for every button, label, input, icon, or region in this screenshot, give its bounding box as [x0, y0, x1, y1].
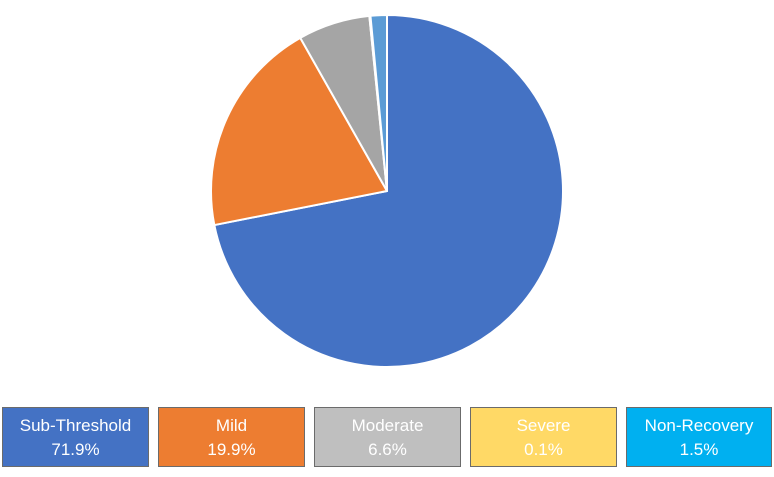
legend-value: 6.6% — [368, 440, 407, 459]
pie-slice-non-recovery — [369, 13, 388, 192]
pie-slice-sub-threshold — [213, 14, 565, 368]
legend-label: Mild — [215, 416, 248, 435]
legend-item-non-recovery: Non-Recovery 1.5% — [626, 407, 772, 467]
legend-label: Sub-Threshold — [19, 416, 132, 435]
legend-value: 71.9% — [51, 440, 100, 459]
legend-item-moderate: Moderate 6.6% — [314, 407, 461, 467]
legend-item-mild: Mild 19.9% — [158, 407, 305, 467]
pie-chart — [210, 13, 565, 368]
legend-item-sub-threshold: Sub-Threshold 71.9% — [2, 407, 149, 467]
legend-label: Non-Recovery — [644, 416, 754, 435]
legend-label: Severe — [516, 416, 571, 435]
legend-value: 1.5% — [679, 440, 719, 459]
legend-value: 19.9% — [207, 440, 256, 459]
legend-item-severe: Severe 0.1% — [470, 407, 617, 467]
pie-slice-mild — [210, 36, 388, 227]
legend-value: 0.1% — [524, 440, 563, 459]
legend-label: Moderate — [351, 416, 424, 435]
